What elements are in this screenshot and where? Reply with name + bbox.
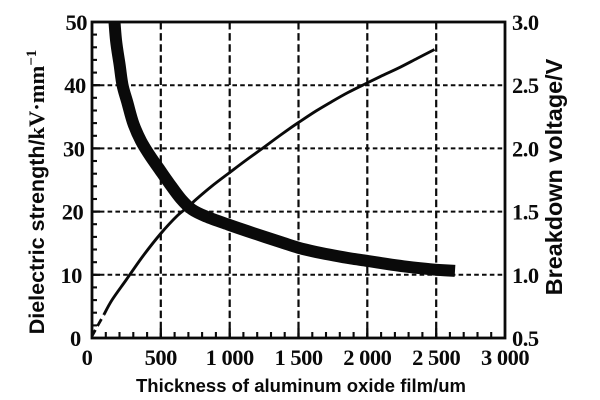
svg-text:2.0: 2.0 (512, 136, 539, 161)
svg-text:40: 40 (64, 73, 86, 98)
svg-text:10: 10 (60, 263, 82, 288)
svg-text:Dielectric strength/kV·mm−1: Dielectric strength/kV·mm−1 (24, 50, 49, 335)
svg-text:2 500: 2 500 (412, 345, 460, 370)
svg-text:1 500: 1 500 (274, 345, 322, 370)
svg-text:Breakdown voltage/V: Breakdown voltage/V (541, 58, 567, 295)
svg-text:20: 20 (62, 200, 84, 225)
svg-text:Thickness of aluminum oxide fi: Thickness of aluminum oxide film/um (136, 375, 466, 396)
svg-text:1.5: 1.5 (512, 200, 539, 225)
svg-text:0.5: 0.5 (512, 326, 539, 351)
svg-text:1 000: 1 000 (206, 345, 254, 370)
svg-text:0: 0 (82, 345, 93, 370)
svg-text:2 000: 2 000 (343, 345, 391, 370)
svg-text:2.5: 2.5 (512, 73, 539, 98)
svg-text:1.0: 1.0 (512, 263, 539, 288)
svg-text:0: 0 (70, 326, 81, 351)
svg-text:3.0: 3.0 (512, 10, 539, 35)
svg-text:3 000: 3 000 (481, 345, 529, 370)
svg-text:30: 30 (63, 136, 85, 161)
svg-text:500: 500 (145, 345, 178, 370)
svg-text:50: 50 (66, 10, 88, 35)
